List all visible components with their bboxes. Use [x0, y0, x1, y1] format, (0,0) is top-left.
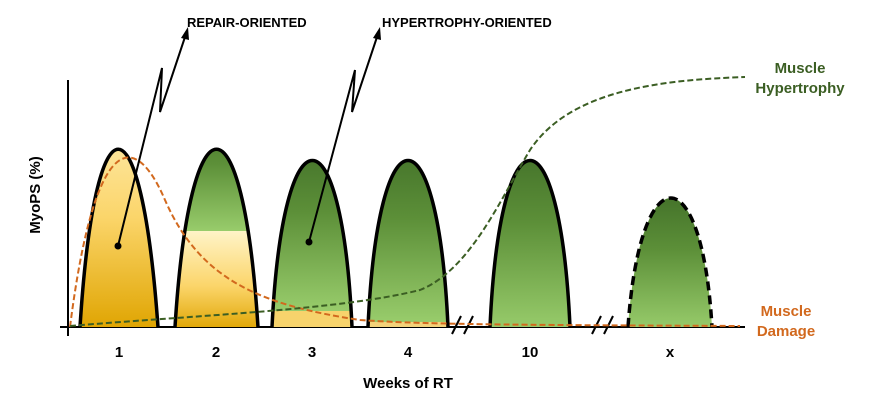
- hypertrophy-label-line1: Muscle: [775, 60, 826, 77]
- repair-pointer: [114, 27, 189, 250]
- x-axis-title: Weeks of RT: [363, 375, 453, 392]
- repair-oriented-label: REPAIR-ORIENTED: [187, 15, 307, 30]
- x-tick-2: 2: [212, 344, 220, 361]
- axis-break-1: [451, 315, 474, 335]
- damage-label-line2: Damage: [757, 323, 815, 340]
- x-tick-x: x: [666, 344, 675, 361]
- muscle-damage-curve: [69, 156, 741, 328]
- y-axis-title: MyoPS (%): [27, 156, 44, 234]
- bell-week-x: [628, 198, 712, 327]
- x-tick-4: 4: [404, 344, 413, 361]
- bell-week-1: [80, 149, 158, 327]
- hypertrophy-label-line2: Hypertrophy: [755, 80, 845, 97]
- hypertrophy-pointer: [305, 27, 381, 246]
- bell-week-10: [490, 160, 570, 327]
- x-tick-1: 1: [115, 344, 123, 361]
- damage-label-line1: Muscle: [761, 303, 812, 320]
- x-tick-10: 10: [522, 344, 539, 361]
- x-tick-3: 3: [308, 344, 316, 361]
- muscle-hypertrophy-curve: [69, 76, 746, 327]
- hypertrophy-oriented-label: HYPERTROPHY-ORIENTED: [382, 15, 552, 30]
